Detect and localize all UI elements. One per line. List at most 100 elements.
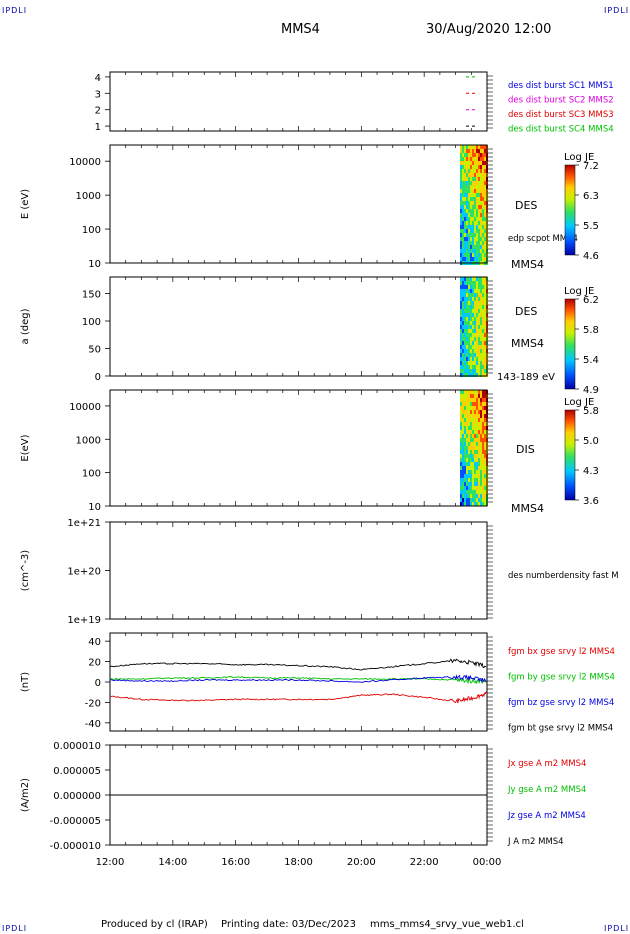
spectrogram-cell	[480, 201, 482, 205]
spectrogram-cell	[476, 353, 478, 357]
spectrogram-cell	[480, 462, 482, 466]
spectrogram-cell	[484, 357, 486, 361]
spectrogram-cell	[484, 229, 486, 233]
spectrogram-cell	[480, 249, 482, 253]
spectrogram-cell	[466, 317, 468, 321]
spectrogram-cell	[484, 293, 486, 297]
spectrogram-cell	[476, 285, 478, 289]
spectrogram-cell	[460, 442, 462, 446]
spectrogram-cell	[464, 325, 466, 329]
spectrogram-cell	[472, 474, 474, 478]
spectrogram-cell	[476, 494, 478, 498]
spectrogram-cell	[482, 317, 484, 321]
spectrogram-cell	[466, 478, 468, 482]
spectrogram-cell	[470, 165, 472, 169]
spectrogram-cell	[474, 357, 476, 361]
spectrogram-cell	[460, 305, 462, 309]
spectrogram-cell	[462, 285, 464, 289]
spectrogram-cell	[484, 205, 486, 209]
spectrogram-cell	[484, 233, 486, 237]
spectrogram-cell	[468, 165, 470, 169]
spectrogram-cell	[474, 402, 476, 406]
y-tick-label: 100	[82, 317, 101, 328]
spectrogram-cell	[484, 213, 486, 217]
spectrogram-cell	[468, 434, 470, 438]
spectrogram-cell	[460, 329, 462, 333]
spectrogram-cell	[474, 253, 476, 257]
spectrogram-cell	[462, 486, 464, 490]
spectrogram-cell	[484, 297, 486, 301]
spectrogram-cell	[480, 253, 482, 257]
colorbar-tick-label: 4.6	[583, 251, 599, 262]
spectrogram-cell	[464, 229, 466, 233]
spectrogram-cell	[466, 161, 468, 165]
spectrogram-cell	[464, 361, 466, 365]
spectrogram-cell	[484, 410, 486, 414]
spectrogram-cell	[480, 458, 482, 462]
spectrogram-cell	[462, 317, 464, 321]
spectrogram-cell	[468, 313, 470, 317]
spectrogram-cell	[462, 321, 464, 325]
y-tick-label: 1000	[76, 191, 101, 202]
spectrogram-cell	[462, 422, 464, 426]
spectrogram-cell	[480, 446, 482, 450]
panel-frame	[109, 276, 488, 377]
spectrogram-cell	[462, 494, 464, 498]
spectrogram-cell	[474, 373, 476, 377]
spectrogram-cell	[484, 341, 486, 345]
spectrogram-cell	[476, 309, 478, 313]
spectrogram-cell	[480, 209, 482, 213]
spectrogram-cell	[484, 361, 486, 365]
spectrogram-cell	[470, 426, 472, 430]
spectrogram-cell	[464, 478, 466, 482]
spectrogram-cell	[478, 458, 480, 462]
spectrogram-cell	[482, 257, 484, 261]
spectrogram-cell	[462, 402, 464, 406]
spectrogram-cell	[480, 205, 482, 209]
spectrogram-cell	[466, 169, 468, 173]
spectrogram-cell	[480, 241, 482, 245]
spectrogram-cell	[478, 285, 480, 289]
spectrogram-cell	[462, 414, 464, 418]
spectrogram-cell	[474, 221, 476, 225]
spectrogram-cell	[478, 277, 480, 281]
spectrogram-cell	[472, 193, 474, 197]
spectrogram-cell	[478, 237, 480, 241]
spectrogram-cell	[470, 478, 472, 482]
spectrogram-cell	[478, 490, 480, 494]
spectrogram-cell	[466, 185, 468, 189]
spectrogram-cell	[480, 213, 482, 217]
spectrogram-cell	[466, 414, 468, 418]
spectrogram-cell	[472, 430, 474, 434]
spectrogram-cell	[472, 450, 474, 454]
spectrogram-cell	[474, 394, 476, 398]
spectrogram-cell	[474, 502, 476, 506]
spectrogram-cell	[480, 430, 482, 434]
spectrogram-cell	[484, 177, 486, 181]
spectrogram-cell	[478, 317, 480, 321]
spectrogram-cell	[478, 361, 480, 365]
spectrogram-cell	[474, 157, 476, 161]
spectrogram-cell	[470, 309, 472, 313]
spectrogram-cell	[476, 161, 478, 165]
spectrogram-cell	[462, 341, 464, 345]
legend-entry: des dist burst SC2 MMS2	[508, 96, 614, 106]
spectrogram-cell	[480, 482, 482, 486]
spectrogram-cell	[484, 466, 486, 470]
spectrogram-cell	[462, 450, 464, 454]
spectrogram-cell	[484, 470, 486, 474]
spectrogram-cell	[480, 438, 482, 442]
spectrogram-cell	[476, 442, 478, 446]
spectrogram-cell	[478, 245, 480, 249]
spectrogram-cell	[480, 466, 482, 470]
spectrogram-cell	[474, 349, 476, 353]
legend-entry: des dist burst SC3 MMS3	[508, 110, 614, 120]
spectrogram-cell	[474, 241, 476, 245]
spectrogram-cell	[476, 185, 478, 189]
spectrogram-cell	[476, 406, 478, 410]
spectrogram-cell	[482, 498, 484, 502]
spectrogram-cell	[470, 345, 472, 349]
y-tick-label: 50	[88, 345, 101, 356]
spectrogram-cell	[478, 145, 480, 149]
spectrogram-cell	[460, 193, 462, 197]
